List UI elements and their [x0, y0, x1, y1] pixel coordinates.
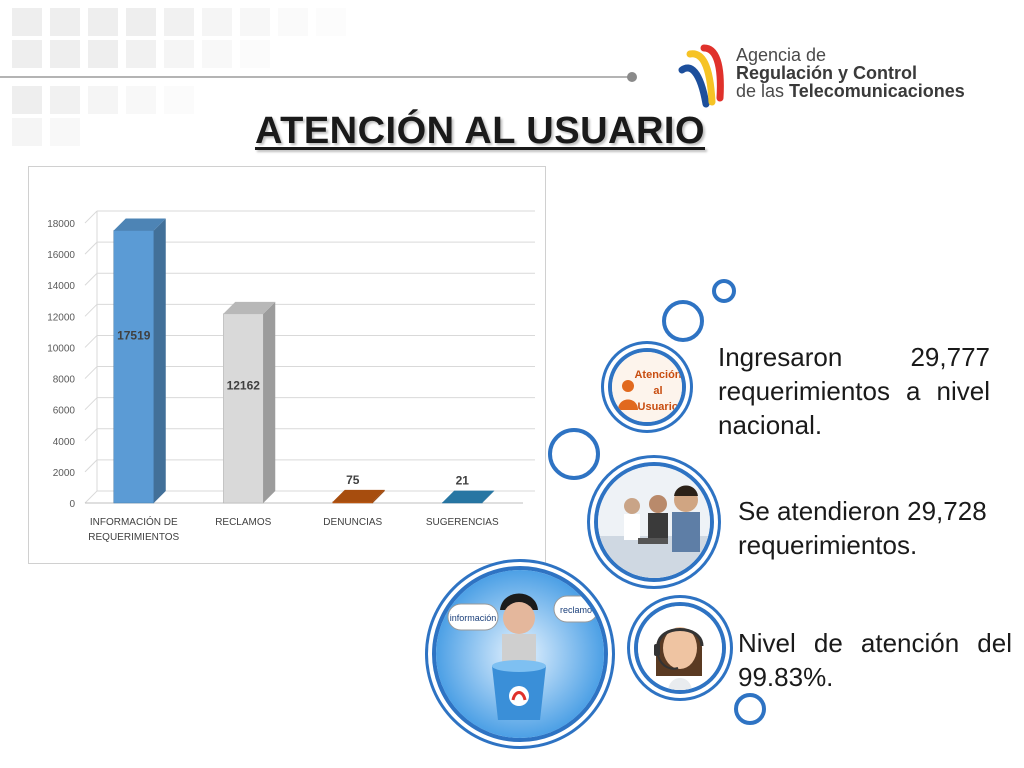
gridline-depth — [84, 490, 98, 504]
y-tick-label: 12000 — [47, 312, 75, 323]
decorative-ring-small — [712, 279, 736, 303]
bar-data-label: 17519 — [117, 328, 151, 342]
gridline-depth — [84, 241, 98, 255]
y-tick-label: 4000 — [53, 437, 76, 448]
badge-word-3: Usuario — [638, 401, 679, 413]
bar-front — [113, 230, 154, 504]
header-divider-dot — [627, 72, 637, 82]
stat-nivel-atencion: Nivel de atención del 99.83%. — [738, 628, 1012, 692]
gridline-depth — [84, 397, 98, 411]
y-tick-label: 10000 — [47, 343, 75, 354]
x-category-label: SUGERENCIAS — [426, 517, 499, 528]
arcotel-logo: Agencia de Regulación y Control de las T… — [676, 44, 976, 108]
logo-line-3-bold: Telecomunicaciones — [789, 81, 965, 101]
bar-front — [223, 313, 264, 504]
atencion-usuario-badge-image: Atención al Usuario — [608, 348, 686, 426]
bar-data-label: 21 — [456, 474, 470, 488]
page-title: ATENCIÓN AL USUARIO — [254, 110, 706, 152]
y-tick-label: 18000 — [47, 219, 75, 230]
y-tick-label: 0 — [69, 499, 75, 510]
stat-ingresaron: Ingresaron 29,777 requerimientos a nivel… — [718, 342, 990, 440]
bar-front — [332, 501, 373, 504]
header-divider-line — [0, 76, 632, 78]
y-tick-label: 14000 — [47, 281, 75, 292]
gridline-depth — [84, 272, 98, 286]
gridline-depth — [84, 303, 98, 317]
gridline-depth — [84, 459, 98, 473]
bubble-info-text: información — [450, 613, 497, 623]
bar-top — [442, 490, 495, 503]
bar-top — [113, 218, 166, 231]
customer-service-agent-image: información reclamo — [432, 566, 608, 742]
gridline-depth — [84, 366, 98, 379]
bar-chart: 0 2000 4000 6000 8000 10000 12000 14000 16000 180… — [47, 210, 535, 543]
bar-side — [372, 489, 385, 503]
background-tile-pattern — [0, 0, 400, 146]
badge-word-1: Atención — [634, 369, 681, 381]
bar-side — [153, 218, 166, 503]
logo-line-2: Regulación y Control — [736, 63, 918, 83]
logo-line-3-prefix: de las — [736, 81, 790, 101]
y-tick-label: 6000 — [53, 406, 76, 417]
gridline-depth — [84, 428, 98, 442]
x-category-label: RECLAMOS — [215, 517, 271, 528]
bar-side — [263, 301, 276, 503]
bar-top — [332, 489, 385, 502]
x-category-label: DENUNCIAS — [323, 517, 382, 528]
bar-top — [223, 301, 276, 314]
arcotel-emblem-icon — [678, 44, 724, 108]
logo-text: Agencia de Regulación y Control de las T… — [736, 46, 965, 100]
bar-side — [482, 490, 495, 503]
logo-line-1: Agencia de — [736, 45, 827, 65]
y-tick-label: 8000 — [53, 375, 76, 386]
decorative-ring-medium — [662, 300, 704, 342]
bar-data-label: 75 — [346, 473, 360, 487]
call-center-team-image — [594, 462, 714, 582]
gridline-depth — [84, 210, 98, 224]
badge-word-2: al — [653, 385, 662, 397]
x-category-label: REQUERIMIENTOS — [88, 532, 179, 543]
stat-atendieron: Se atendieron 29,728 requerimientos. — [738, 496, 987, 560]
y-tick-label: 2000 — [53, 468, 76, 479]
decorative-ring-bottom — [734, 693, 766, 725]
gridline-depth — [84, 335, 98, 348]
bubble-reclamo-text: reclamo — [560, 605, 592, 615]
y-tick-label: 16000 — [47, 250, 75, 261]
bar-chart-frame: 0 2000 4000 6000 8000 10000 12000 14000 16000 180… — [28, 166, 546, 564]
bar-data-label: 12162 — [227, 378, 261, 392]
decorative-ring-large — [548, 428, 600, 480]
headset-operator-image — [634, 602, 726, 694]
x-category-label: INFORMACIÓN DE — [90, 515, 178, 528]
